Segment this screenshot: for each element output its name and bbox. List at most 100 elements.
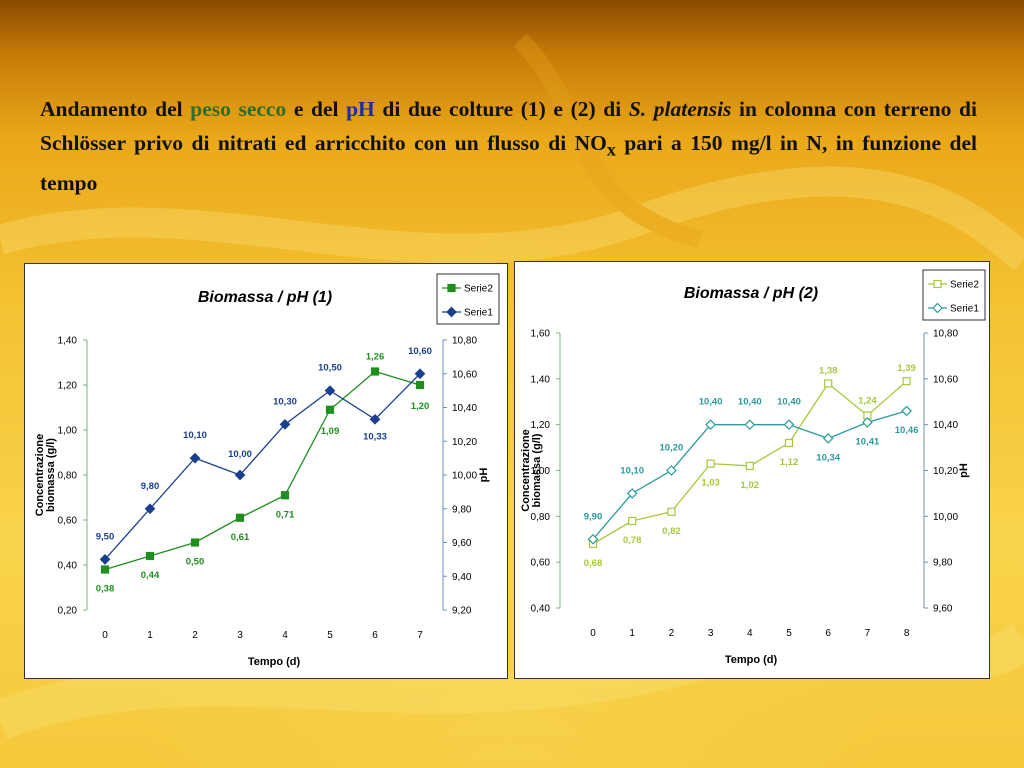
chart2-point-serie1 xyxy=(587,533,599,545)
chart2-y-axis-label: biomassa (g/l) xyxy=(531,433,543,507)
chart1-right-tick-label: 9,40 xyxy=(452,572,472,583)
chart2-data-label-serie1: 10,41 xyxy=(856,436,880,447)
chart2-point-serie1 xyxy=(744,419,756,431)
chart1-x-tick-label: 4 xyxy=(282,630,288,641)
chart1-right-tick-label: 9,60 xyxy=(452,538,472,549)
chart1-data-label-serie1: 10,60 xyxy=(408,346,432,357)
chart2-x-tick-label: 5 xyxy=(786,628,792,639)
chart2-right-tick-label: 10,20 xyxy=(933,466,958,477)
chart1-right-tick-label: 10,60 xyxy=(452,369,477,380)
chart2-x-tick-label: 0 xyxy=(590,628,596,639)
chart1-point-serie1 xyxy=(279,419,291,430)
chart1-point-serie1 xyxy=(99,554,111,565)
chart1-left-tick-label: 0,80 xyxy=(58,471,78,482)
chart2-legend-marker xyxy=(933,279,942,289)
chart2-right-tick-label: 10,60 xyxy=(933,374,958,385)
chart2-data-label-serie2: 0,78 xyxy=(623,535,642,546)
chart1-x-tick-label: 1 xyxy=(147,630,153,641)
chart2-point-serie2 xyxy=(628,516,637,526)
chart2-point-serie1 xyxy=(626,488,638,499)
chart1-data-label-serie2: 0,38 xyxy=(96,584,115,595)
chart1-legend-marker xyxy=(446,306,457,318)
chart1-x-tick-label: 2 xyxy=(192,630,198,641)
chart2-left-tick-label: 1,00 xyxy=(531,466,551,477)
chart1-series-line-serie1 xyxy=(104,373,421,560)
title-part-5: pari a 150 mg/l in N, in funzione del te… xyxy=(40,131,977,196)
chart2-x-tick-label: 2 xyxy=(669,628,675,639)
chart-biomassa-ph-1: Biomassa / pH (1) 0,20 0,40 0,60 0,80 1,00 1,2… xyxy=(24,263,508,679)
chart1-left-tick-label: 0,60 xyxy=(58,516,78,527)
chart2-left-tick-label: 0,80 xyxy=(531,512,551,523)
chart1-data-label-serie1: 9,50 xyxy=(96,531,115,542)
chart2-x-tick-label: 7 xyxy=(865,628,871,639)
chart2-point-serie2 xyxy=(745,461,754,471)
chart1-point-serie2 xyxy=(280,491,290,500)
chart1-point-serie2 xyxy=(325,405,335,414)
chart1-y-axis-label: Concentrazione xyxy=(34,434,46,517)
chart1-right-tick-label: 10,40 xyxy=(452,403,477,414)
chart2-x-tick-label: 8 xyxy=(904,628,910,639)
chart1-left-tick-label: 1,40 xyxy=(58,336,78,347)
chart2-point-serie1 xyxy=(705,419,716,431)
chart2-point-serie1 xyxy=(783,419,795,431)
chart1-x-tick-label: 7 xyxy=(417,630,423,641)
chart1-data-label-serie2: 0,71 xyxy=(276,509,295,520)
chart1-legend-label: Serie2 xyxy=(464,284,493,295)
chart1-point-serie1 xyxy=(234,469,246,481)
chart2-data-label-serie2: 0,68 xyxy=(584,558,603,569)
chart2-data-label-serie1: 10,40 xyxy=(777,397,801,408)
chart2-data-label-serie2: 1,02 xyxy=(741,480,760,491)
chart2-legend-label: Serie2 xyxy=(950,280,979,291)
chart2-data-label-serie1: 10,20 xyxy=(660,443,684,454)
chart1-left-tick-label: 1,20 xyxy=(58,381,78,392)
chart1-legend-box xyxy=(436,273,500,325)
chart1-data-label-serie1: 10,00 xyxy=(228,449,252,460)
chart2-data-label-serie2: 1,38 xyxy=(819,365,838,376)
chart1-x-tick-label: 6 xyxy=(372,630,378,641)
title-species: S. platensis xyxy=(628,97,732,121)
chart1-data-label-serie2: 0,50 xyxy=(186,557,205,568)
chart1-x-tick-label: 5 xyxy=(327,630,333,641)
chart2-x-tick-label: 1 xyxy=(629,628,635,639)
chart1-y-axis-label: biomassa (g/l) xyxy=(45,438,57,512)
chart2-right-tick-label: 10,80 xyxy=(933,329,958,340)
title-part-4: in colonna con terreno di Schlösser priv… xyxy=(40,97,977,155)
chart2-point-serie2 xyxy=(902,377,911,386)
chart1-left-tick-label: 1,00 xyxy=(58,426,78,437)
chart1-right-tick-label: 10,00 xyxy=(452,471,477,482)
chart1-point-serie1 xyxy=(369,413,381,425)
title-ph: pH xyxy=(346,97,375,121)
chart2-legend-label: Serie1 xyxy=(950,304,979,315)
chart2-x-tick-label: 3 xyxy=(708,628,714,639)
chart2-data-label-serie1: 10,40 xyxy=(738,397,762,408)
chart2-right-tick-label: 9,60 xyxy=(933,604,953,615)
chart2-data-label-serie1: 10,10 xyxy=(620,465,644,476)
chart2-right-tick-label: 10,40 xyxy=(933,420,958,431)
chart2-data-label-serie1: 10,40 xyxy=(699,397,723,408)
chart2-data-label-serie1: 9,90 xyxy=(584,511,603,522)
chart2-point-serie2 xyxy=(667,507,676,516)
chart2-y2-axis-label: pH xyxy=(958,463,970,478)
chart2-left-tick-label: 1,40 xyxy=(531,374,551,385)
chart2-point-serie1 xyxy=(822,433,834,444)
chart1-series-line-serie2 xyxy=(104,370,421,571)
chart2-point-serie1 xyxy=(666,465,677,476)
chart1-y2-axis-label: pH xyxy=(478,468,490,483)
chart2-x-axis-label: Tempo (d) xyxy=(725,654,778,666)
chart2-x-tick-label: 6 xyxy=(825,628,831,639)
chart1-legend-marker xyxy=(447,283,456,293)
chart1-point-serie1 xyxy=(324,385,336,396)
chart2-left-tick-label: 1,20 xyxy=(531,420,551,431)
chart1-right-tick-label: 10,80 xyxy=(452,336,477,347)
chart1-title: Biomassa / pH (1) xyxy=(198,289,332,306)
chart1-point-serie1 xyxy=(414,368,426,380)
chart2-left-tick-label: 0,60 xyxy=(531,558,551,569)
chart1-point-serie1 xyxy=(144,503,156,515)
chart1-x-axis-label: Tempo (d) xyxy=(248,656,301,668)
title-subscript: x xyxy=(606,139,616,160)
chart1-right-tick-label: 10,20 xyxy=(452,437,477,448)
chart1-data-label-serie2: 0,61 xyxy=(231,532,250,543)
chart-2-svg: Biomassa / pH (2) 0,40 0,60 0,80 1,00 1,20 1,4… xyxy=(520,269,986,666)
chart2-y-axis-label: Concentrazione xyxy=(520,429,532,512)
chart2-point-serie2 xyxy=(784,438,794,448)
